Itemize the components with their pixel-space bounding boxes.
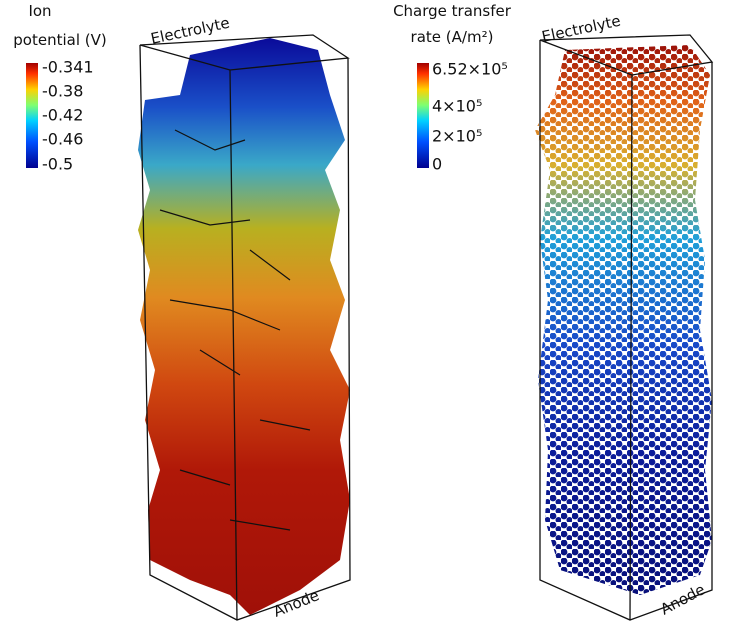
colorbar-tick: 2×10⁵ xyxy=(432,127,482,146)
charge-transfer-render: Electrolyte Anode xyxy=(535,12,712,620)
colorbar-title: rate (A/m²) xyxy=(411,28,494,46)
colorbar-left: Ion potential (V) -0.341 -0.38 -0.42 -0.… xyxy=(13,2,106,174)
colorbar-title: potential (V) xyxy=(13,31,106,49)
colorbar-gradient xyxy=(417,63,429,168)
colorbar-tick: -0.5 xyxy=(42,155,73,174)
ion-potential-render: Electrolyte Anode xyxy=(138,14,350,621)
colorbar-tick: 6.52×10⁵ xyxy=(432,60,508,79)
colorbar-tick: 4×10⁵ xyxy=(432,97,482,116)
electrode-solid xyxy=(138,38,350,615)
colorbar-right: Charge transfer rate (A/m²) 6.52×10⁵ 4×1… xyxy=(393,2,512,174)
colorbar-tick: -0.38 xyxy=(42,82,83,101)
colorbar-title: Charge transfer xyxy=(393,2,512,20)
colorbar-tick: -0.46 xyxy=(42,130,83,149)
colorbar-title: Ion xyxy=(28,2,51,20)
active-surface xyxy=(535,45,712,595)
colorbar-tick: -0.42 xyxy=(42,106,83,125)
box-label: Electrolyte xyxy=(149,14,231,48)
page: {"panels": [ {"colorbar": {"title": ["Io… xyxy=(0,0,737,625)
colorbar-gradient xyxy=(26,63,38,168)
figure: Ion potential (V) -0.341 -0.38 -0.42 -0.… xyxy=(0,0,737,625)
colorbar-tick: 0 xyxy=(432,155,442,174)
colorbar-tick: -0.341 xyxy=(42,58,94,77)
box-label: Electrolyte xyxy=(540,12,622,46)
